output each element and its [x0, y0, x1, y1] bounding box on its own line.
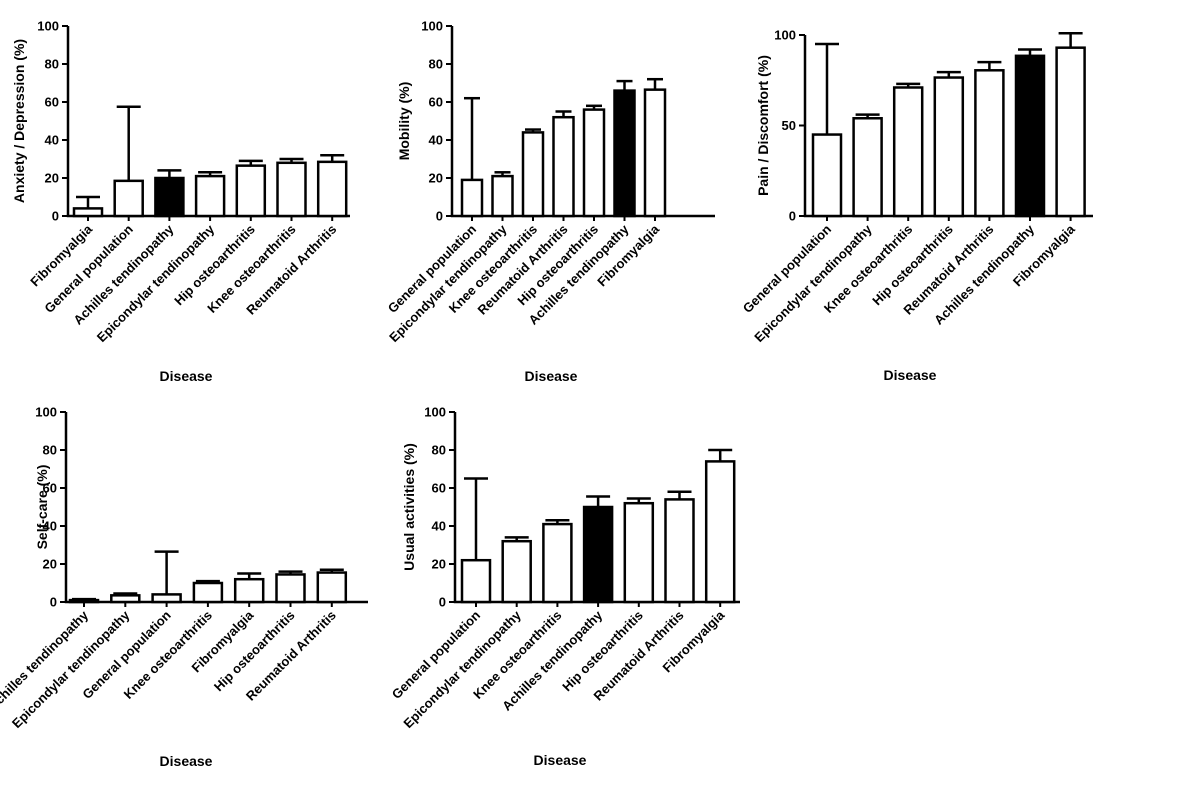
bar [192, 581, 224, 604]
y-axis-title: Mobility (%) [396, 82, 412, 161]
y-tick-label: 0 [436, 209, 443, 224]
x-axis-title: Disease [160, 753, 213, 769]
bar [501, 539, 532, 604]
bar [933, 76, 965, 218]
y-tick-label: 50 [782, 118, 796, 133]
bar [552, 115, 575, 218]
y-tick-label: 40 [432, 519, 446, 534]
bar [974, 69, 1005, 218]
bar [491, 174, 514, 218]
y-tick-label: 20 [45, 171, 59, 186]
y-tick-label: 100 [774, 28, 796, 43]
y-tick-label: 0 [439, 595, 446, 610]
bar [235, 164, 267, 218]
bar [113, 179, 144, 218]
y-tick-label: 100 [37, 19, 59, 34]
bar [1055, 46, 1086, 218]
bar [582, 108, 606, 218]
bar [68, 598, 100, 604]
y-tick-label: 0 [50, 595, 57, 610]
y-axis-title: Pain / Discomfort (%) [755, 55, 771, 196]
x-axis-title: Disease [160, 368, 213, 384]
x-axis-title: Disease [884, 367, 937, 383]
y-tick-label: 60 [45, 95, 59, 110]
y-tick-label: 0 [52, 209, 59, 224]
x-axis-title: Disease [534, 752, 587, 768]
bar [892, 86, 924, 218]
y-tick-label: 100 [421, 19, 443, 34]
y-tick-label: 80 [43, 443, 57, 458]
bar [1014, 54, 1046, 218]
y-axis-title: Usual activities (%) [401, 443, 417, 571]
y-tick-label: 80 [432, 443, 446, 458]
bar [623, 501, 655, 604]
y-tick-label: 20 [429, 171, 443, 186]
y-tick-label: 40 [429, 133, 443, 148]
bar [275, 573, 306, 604]
bar [643, 88, 667, 218]
bar [194, 174, 226, 218]
bar [582, 505, 614, 604]
y-tick-label: 100 [35, 405, 57, 420]
bar [704, 460, 736, 604]
bar [316, 571, 348, 604]
bar [316, 160, 348, 218]
bar [811, 133, 843, 218]
bar [151, 593, 182, 604]
y-axis-title: Anxiety / Depression (%) [11, 39, 27, 203]
bar [233, 577, 265, 604]
y-tick-label: 0 [789, 209, 796, 224]
bar [521, 131, 545, 218]
y-tick-label: 20 [432, 557, 446, 572]
y-tick-label: 80 [45, 57, 59, 72]
bar [613, 89, 636, 218]
y-tick-label: 20 [43, 557, 57, 572]
x-axis-title: Disease [525, 368, 578, 384]
y-tick-label: 100 [424, 405, 446, 420]
bar [72, 207, 104, 218]
y-axis-title: Self-care (%) [34, 465, 50, 550]
bar [664, 498, 695, 604]
bar [276, 161, 307, 218]
y-tick-label: 40 [43, 519, 57, 534]
y-tick-label: 60 [429, 95, 443, 110]
bar [460, 558, 492, 604]
bar [154, 176, 185, 218]
bar [852, 117, 883, 218]
bar [460, 178, 484, 218]
y-tick-label: 40 [45, 133, 59, 148]
bar [110, 594, 141, 604]
bar [542, 522, 573, 604]
y-tick-label: 60 [432, 481, 446, 496]
y-tick-label: 60 [43, 481, 57, 496]
x-category-label: Epicondylar tendinopathy [386, 221, 510, 345]
y-tick-label: 80 [429, 57, 443, 72]
